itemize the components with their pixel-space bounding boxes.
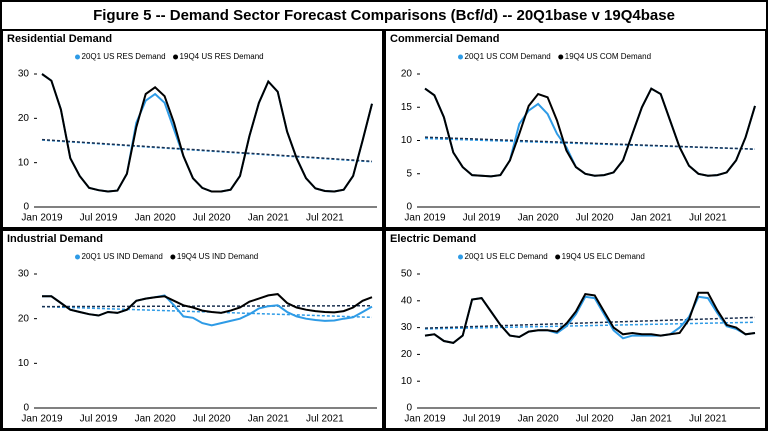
y-tick-label: 0: [23, 202, 29, 213]
legend-marker: [458, 54, 463, 60]
legend-marker: [75, 54, 80, 60]
y-tick-label: 20: [18, 313, 30, 324]
x-tick-label: Jan 2020: [518, 213, 560, 224]
x-tick-label: Jul 2021: [306, 414, 344, 425]
panel-title: Commercial Demand: [390, 33, 499, 45]
legend-label: 19Q4 US IND Demand: [177, 252, 258, 261]
y-tick-label: 20: [401, 69, 413, 80]
x-tick-label: Jan 2021: [631, 414, 673, 425]
y-tick-label: 40: [401, 295, 413, 306]
x-tick-label: Jul 2020: [576, 414, 614, 425]
x-tick-label: Jan 2021: [631, 213, 673, 224]
y-tick-label: 0: [23, 403, 29, 414]
trendline: [424, 136, 756, 150]
panel-title: Residential Demand: [7, 33, 112, 45]
panel: [384, 29, 767, 229]
legend-label: 19Q4 US RES Demand: [180, 52, 264, 61]
x-tick-label: Jul 2019: [463, 414, 501, 425]
legend-marker: [170, 254, 176, 260]
y-tick-label: 30: [18, 269, 30, 280]
x-tick-label: Jan 2020: [518, 414, 560, 425]
legend-marker: [555, 254, 561, 260]
x-tick-label: Jan 2020: [135, 414, 177, 425]
panel: [1, 229, 384, 430]
x-tick-label: Jan 2019: [21, 213, 63, 224]
y-tick-label: 10: [401, 376, 413, 387]
x-tick-label: Jul 2021: [689, 213, 727, 224]
panel-title: Industrial Demand: [7, 233, 103, 245]
x-tick-label: Jan 2021: [248, 213, 290, 224]
trendline: [41, 304, 373, 308]
legend-marker: [458, 254, 463, 260]
y-tick-label: 5: [406, 168, 412, 179]
legend-label: 19Q4 US COM Demand: [565, 52, 651, 61]
x-tick-label: Jul 2020: [193, 414, 231, 425]
x-tick-label: Jan 2019: [404, 213, 446, 224]
trendline: [41, 138, 373, 163]
y-tick-label: 20: [18, 113, 30, 124]
y-tick-label: 30: [401, 322, 413, 333]
y-tick-label: 15: [401, 102, 413, 113]
x-tick-label: Jul 2019: [80, 414, 118, 425]
legend-label: 20Q1 US IND Demand: [82, 252, 163, 261]
y-tick-label: 0: [406, 403, 412, 414]
y-tick-label: 50: [401, 269, 413, 280]
trendline: [424, 321, 756, 330]
x-tick-label: Jul 2020: [576, 213, 614, 224]
x-tick-label: Jan 2020: [135, 213, 177, 224]
legend-marker: [75, 254, 80, 260]
x-tick-label: Jan 2019: [21, 414, 63, 425]
series-line: [424, 87, 756, 178]
y-tick-label: 0: [406, 202, 412, 213]
x-tick-label: Jul 2019: [80, 213, 118, 224]
x-tick-label: Jul 2019: [463, 213, 501, 224]
legend-marker: [173, 54, 179, 60]
panel-title: Electric Demand: [390, 233, 476, 245]
x-tick-label: Jan 2019: [404, 414, 446, 425]
legend-marker: [558, 54, 564, 60]
x-tick-label: Jul 2021: [306, 213, 344, 224]
y-tick-label: 10: [401, 135, 413, 146]
legend-label: 20Q1 US RES Demand: [82, 52, 166, 61]
series-line: [41, 73, 373, 193]
x-tick-label: Jul 2020: [193, 213, 231, 224]
y-tick-label: 30: [18, 69, 30, 80]
y-tick-label: 10: [18, 358, 30, 369]
figure-title: Figure 5 -- Demand Sector Forecast Compa…: [93, 7, 675, 24]
legend-label: 20Q1 US COM Demand: [465, 52, 551, 61]
legend-label: 20Q1 US ELC Demand: [465, 252, 548, 261]
x-tick-label: Jan 2021: [248, 414, 290, 425]
trendline: [424, 316, 756, 329]
y-tick-label: 20: [401, 349, 413, 360]
series-line: [424, 291, 756, 344]
series-line: [42, 293, 373, 317]
panel: [384, 229, 767, 430]
x-tick-label: Jul 2021: [689, 414, 727, 425]
y-tick-label: 10: [18, 157, 30, 168]
legend-label: 19Q4 US ELC Demand: [562, 252, 645, 261]
